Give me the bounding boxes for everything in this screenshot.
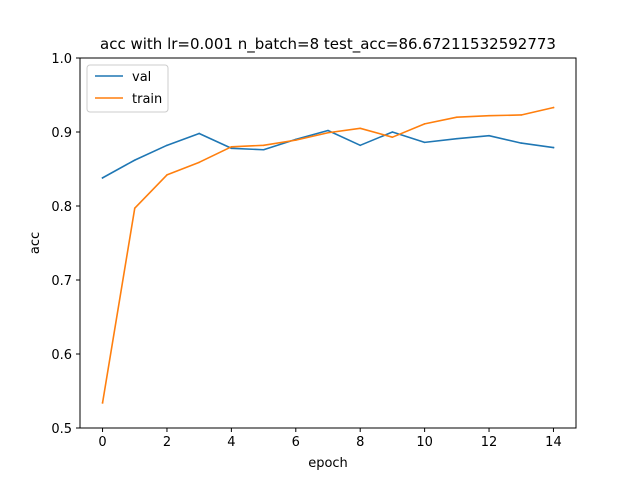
data-point-val bbox=[520, 142, 523, 144]
x-tick-label: 14 bbox=[545, 435, 562, 450]
x-tick-label: 12 bbox=[481, 435, 498, 450]
data-point-val bbox=[423, 141, 426, 144]
legend-label-val: val bbox=[132, 70, 151, 85]
data-point-train bbox=[359, 127, 362, 130]
y-axis-ticks: 0.5 0.6 0.7 0.8 0.9 1.0 bbox=[51, 52, 80, 437]
legend-label-train: train bbox=[132, 92, 162, 107]
data-point-train bbox=[327, 131, 329, 134]
y-axis-label: acc bbox=[28, 232, 43, 254]
data-point-val bbox=[262, 148, 265, 151]
data-point-val bbox=[166, 144, 168, 147]
data-point-val bbox=[133, 159, 136, 161]
data-point-val bbox=[391, 131, 394, 133]
x-tick-label: 0 bbox=[98, 435, 106, 450]
plot-area bbox=[79, 57, 577, 429]
data-point-train bbox=[262, 144, 265, 147]
legend: val train bbox=[86, 64, 169, 113]
x-tick-label: 6 bbox=[292, 435, 300, 450]
x-tick-label: 8 bbox=[356, 435, 364, 450]
y-tick-label: 1.0 bbox=[51, 52, 72, 67]
data-point-val bbox=[456, 137, 458, 140]
data-point-train bbox=[520, 114, 523, 116]
data-point-train bbox=[423, 123, 426, 125]
x-tick-label: 4 bbox=[227, 435, 235, 450]
y-tick-label: 0.6 bbox=[51, 348, 72, 363]
data-point-train bbox=[294, 139, 297, 141]
chart-title: acc with lr=0.001 n_batch=8 test_acc=86.… bbox=[100, 35, 556, 54]
axes-frame bbox=[79, 57, 577, 429]
x-tick-label: 2 bbox=[163, 435, 171, 450]
y-tick-label: 0.8 bbox=[51, 200, 72, 215]
data-point-val bbox=[198, 132, 200, 135]
data-point-train bbox=[230, 146, 233, 148]
x-axis-ticks: 0 2 4 6 8 10 12 14 bbox=[98, 428, 562, 450]
data-point-val bbox=[488, 134, 490, 137]
y-tick-label: 0.7 bbox=[51, 274, 72, 289]
data-point-train bbox=[133, 207, 136, 210]
x-tick-label: 10 bbox=[416, 435, 433, 450]
data-point-train bbox=[456, 116, 458, 118]
y-tick-label: 0.9 bbox=[51, 126, 72, 141]
data-point-val bbox=[552, 146, 555, 149]
y-tick-label: 0.5 bbox=[51, 422, 72, 437]
data-point-train bbox=[552, 106, 555, 109]
data-point-train bbox=[101, 402, 104, 404]
data-point-val bbox=[101, 177, 104, 179]
x-axis-label: epoch bbox=[308, 456, 348, 471]
data-point-val bbox=[359, 144, 362, 147]
data-point-train bbox=[391, 136, 394, 138]
data-point-train bbox=[198, 161, 200, 164]
data-point-train bbox=[488, 114, 490, 117]
data-point-val bbox=[327, 129, 329, 132]
series-lines bbox=[101, 106, 555, 404]
data-point-train bbox=[166, 174, 168, 176]
